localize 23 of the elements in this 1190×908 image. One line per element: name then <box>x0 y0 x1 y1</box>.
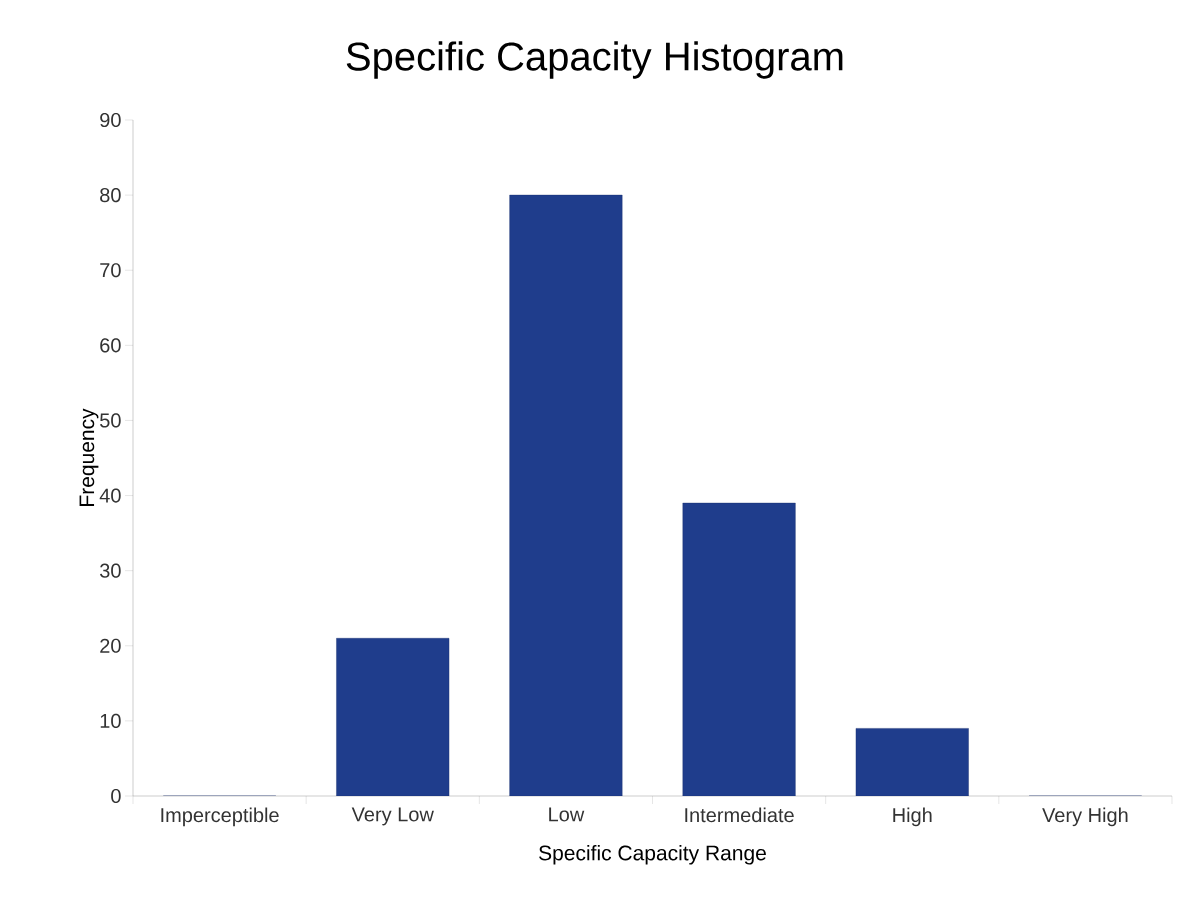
y-tick-label: 50 <box>100 413 121 428</box>
x-tick-label: Very High <box>1042 807 1128 827</box>
y-tick-label: 10 <box>100 713 121 728</box>
x-tick-label: Imperceptible <box>161 807 279 827</box>
y-tick-label: 90 <box>100 112 121 128</box>
x-tick-label: Intermediate <box>685 807 794 823</box>
y-tick-label: 20 <box>100 638 121 653</box>
x-axis-title: Specific Capacity Range <box>539 845 766 865</box>
bar <box>336 638 450 796</box>
y-tick-label: 30 <box>100 563 121 578</box>
x-tick-label: High <box>893 807 932 827</box>
y-tick-label: 60 <box>100 338 121 353</box>
y-axis-title: Frequency <box>79 408 99 506</box>
x-tick-label: Low <box>549 807 585 822</box>
y-tick-label: 40 <box>99 488 121 503</box>
y-tick-label: 80 <box>100 188 121 203</box>
y-tick-label: 0 <box>111 788 121 804</box>
bar <box>509 194 623 796</box>
x-tick-label: Very Low <box>351 807 434 826</box>
y-tick-label: 70 <box>100 263 121 278</box>
bar <box>682 502 796 796</box>
bar <box>855 728 969 796</box>
chart-title: Specific Capacity Histogram <box>346 41 843 79</box>
